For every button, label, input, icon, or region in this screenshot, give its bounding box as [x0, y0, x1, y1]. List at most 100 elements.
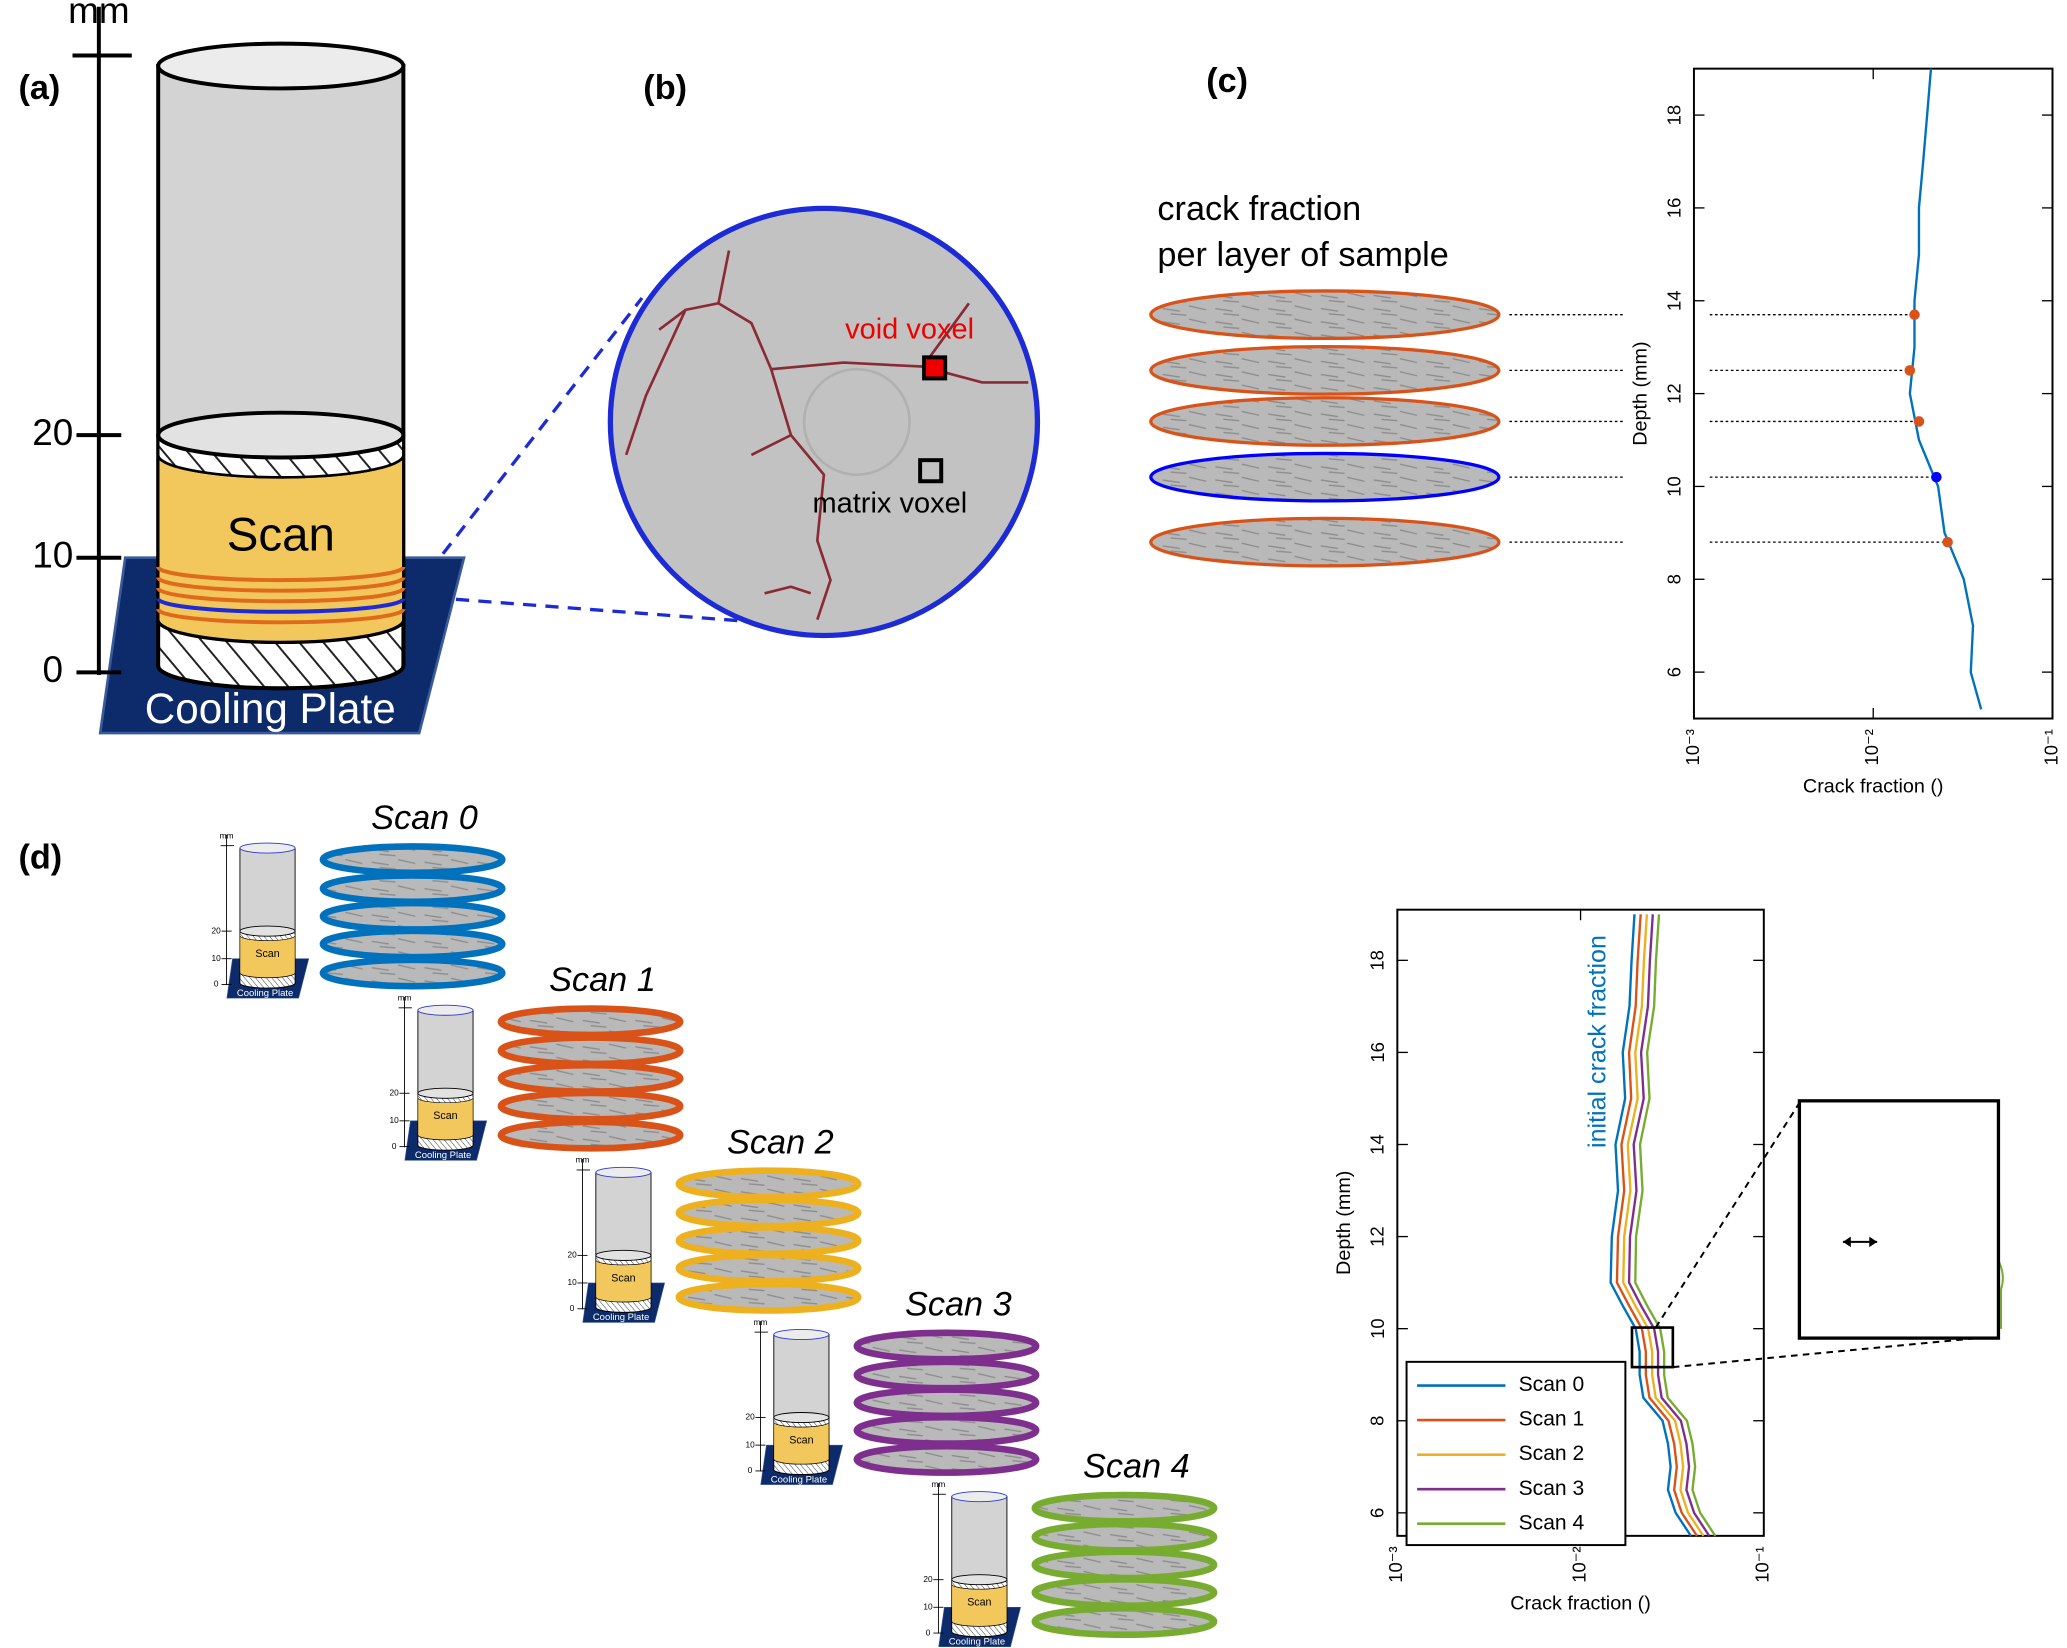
data-line: [1627, 914, 1711, 1537]
x-tick-label: 10⁻¹: [1752, 1546, 1773, 1582]
layer-disk: [319, 843, 506, 877]
plate-label: Cooling Plate: [237, 988, 293, 999]
scale-label: 0: [570, 1303, 575, 1313]
scale-unit: mm: [398, 993, 412, 1003]
layer-disk: [675, 1167, 862, 1201]
ct-slice: [411, 205, 1041, 639]
y-tick-label: 12: [1663, 383, 1684, 404]
marker: [1931, 471, 1942, 483]
legend-label: Scan 4: [1519, 1511, 1585, 1534]
data-line: [1609, 914, 1692, 1537]
scale-label: 20: [923, 1574, 933, 1584]
scale-label: 20: [212, 925, 222, 935]
zoom-inset: [1630, 1099, 2001, 1369]
layer-disk: [853, 1329, 1040, 1363]
layer-disk: [1149, 451, 1501, 503]
scale-unit: mm: [576, 1155, 590, 1165]
void-label: void voxel: [845, 314, 974, 346]
y-tick-label: 18: [1663, 105, 1684, 126]
scale-label: 0: [926, 1627, 931, 1637]
y-tick-label: 6: [1367, 1508, 1388, 1518]
x-tick-label: 10⁻²: [1568, 1546, 1589, 1582]
cut-plane: [595, 1249, 652, 1261]
layer-disk: [675, 1251, 862, 1285]
panel-label: (a): [18, 69, 60, 107]
layer-disk: [319, 899, 506, 933]
cut-plane: [951, 1574, 1008, 1586]
cylinder-top: [773, 1329, 830, 1340]
layer-disk: [1031, 1605, 1218, 1639]
layer-disk: [497, 1061, 684, 1095]
layer-disk: [1149, 345, 1501, 396]
y-tick-label: 8: [1663, 574, 1684, 584]
cylinder-top: [239, 842, 296, 854]
y-tick-label: 10: [1367, 1318, 1388, 1339]
cut-plane: [156, 410, 406, 460]
panel-label: (c): [1206, 62, 1248, 100]
thumbnail: Cooling Plate Scan mm 20 10 0: [390, 993, 488, 1161]
legend-label: Scan 2: [1519, 1442, 1585, 1465]
cut-plane: [773, 1412, 830, 1424]
layer-ring: [156, 597, 406, 614]
layer-disk: [1031, 1520, 1218, 1554]
data-line: [1634, 914, 1717, 1537]
caption: crack fraction: [1157, 190, 1361, 228]
data-line: [1615, 914, 1698, 1537]
band-label: Scan: [967, 1597, 991, 1609]
scale-label: 0: [748, 1465, 753, 1475]
x-axis-label: Crack fraction (): [1510, 1593, 1651, 1615]
scale-unit: mm: [932, 1479, 946, 1489]
x-axis-label: Crack fraction (): [1803, 775, 1944, 797]
scale-label: 0: [42, 649, 63, 690]
panel-label: (d): [18, 839, 62, 877]
marker: [1942, 536, 1953, 548]
layer-disk: [319, 956, 506, 990]
y-axis-label: Depth (mm): [1333, 1171, 1355, 1275]
scale-label: 10: [390, 1115, 400, 1125]
layer-ring: [156, 608, 406, 625]
band-label: Scan: [255, 948, 279, 960]
scan-title: Scan 1: [549, 961, 656, 999]
scale-label: 20: [390, 1087, 400, 1097]
plate-label: Cooling Plate: [593, 1312, 649, 1323]
scale-label: 10: [32, 534, 73, 575]
scale-label: 20: [32, 412, 73, 453]
layer-disk: [853, 1386, 1040, 1420]
plate-label: Cooling Plate: [771, 1474, 827, 1485]
layer-disk: [497, 1034, 684, 1068]
band-label: Scan: [789, 1434, 813, 1446]
layer-disk: [1149, 289, 1501, 341]
thumbnail: Cooling Plate Scan mm 20 10 0: [567, 1155, 666, 1323]
marker: [1909, 309, 1920, 320]
y-tick-label: 6: [1663, 667, 1684, 677]
layer-disk: [853, 1442, 1040, 1476]
annotation: initial crack fraction: [1584, 935, 1612, 1148]
y-axis-label: Depth (mm): [1629, 341, 1651, 445]
layer-disk: [675, 1280, 862, 1314]
layer-disk: [319, 872, 506, 906]
cylinder-top: [156, 41, 406, 91]
x-tick-label: 10⁻²: [1861, 729, 1882, 765]
thumbnail: Cooling Plate Scan mm 20 10 0: [745, 1317, 844, 1485]
layer-disk: [675, 1224, 862, 1258]
x-tick-label: 10⁻³: [1385, 1546, 1406, 1582]
thumbnail: Cooling Plate Scan mm 20 10 0: [923, 1479, 1021, 1647]
y-tick-label: 16: [1367, 1042, 1388, 1063]
cylinder-top: [951, 1491, 1008, 1503]
layer-disk: [853, 1413, 1040, 1447]
scan-title: Scan 0: [371, 799, 478, 837]
y-tick-label: 14: [1663, 290, 1684, 311]
scale-label: 0: [392, 1141, 397, 1151]
data-line: [1908, 68, 1983, 710]
scan-title: Scan 3: [905, 1286, 1012, 1324]
thumbnail: Cooling Plate Scan mm 20 10 0: [212, 830, 310, 999]
plate-label: Cooling Plate: [145, 685, 396, 732]
legend-label: Scan 1: [1519, 1408, 1585, 1431]
cut-plane: [417, 1087, 474, 1099]
layer-disk: [497, 1005, 684, 1039]
scan-title: Scan 4: [1083, 1448, 1190, 1486]
layer-disk: [319, 927, 506, 961]
layer-disk: [1031, 1576, 1218, 1610]
layer-ring: [156, 566, 406, 583]
